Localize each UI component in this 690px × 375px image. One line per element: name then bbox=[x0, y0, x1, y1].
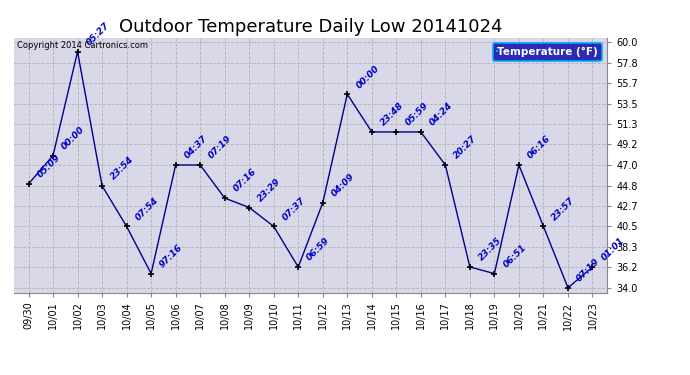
Text: 04:09: 04:09 bbox=[330, 172, 356, 199]
Text: 00:00: 00:00 bbox=[60, 125, 86, 152]
Text: 07:37: 07:37 bbox=[281, 196, 307, 222]
Text: 00:00: 00:00 bbox=[354, 63, 381, 90]
Text: 01:01: 01:01 bbox=[600, 236, 626, 263]
Text: 97:16: 97:16 bbox=[158, 243, 185, 270]
Legend: Temperature (°F): Temperature (°F) bbox=[493, 43, 602, 61]
Text: 05:59: 05:59 bbox=[403, 101, 430, 128]
Text: 04:37: 04:37 bbox=[183, 134, 209, 161]
Text: 06:51: 06:51 bbox=[502, 243, 528, 270]
Text: 07:16: 07:16 bbox=[232, 167, 258, 194]
Text: 07:19: 07:19 bbox=[575, 257, 602, 284]
Text: 23:57: 23:57 bbox=[551, 196, 577, 222]
Text: 07:19: 07:19 bbox=[207, 134, 234, 161]
Text: 20:27: 20:27 bbox=[453, 134, 479, 161]
Text: 04:24: 04:24 bbox=[428, 101, 455, 128]
Title: Outdoor Temperature Daily Low 20141024: Outdoor Temperature Daily Low 20141024 bbox=[119, 18, 502, 36]
Text: 06:59: 06:59 bbox=[305, 236, 332, 263]
Text: 23:48: 23:48 bbox=[379, 101, 405, 128]
Text: 06:16: 06:16 bbox=[526, 134, 553, 161]
Text: 05:09: 05:09 bbox=[35, 153, 62, 180]
Text: 05:27: 05:27 bbox=[84, 21, 111, 48]
Text: 07:54: 07:54 bbox=[134, 196, 160, 222]
Text: 23:29: 23:29 bbox=[256, 177, 283, 203]
Text: 23:54: 23:54 bbox=[109, 155, 136, 182]
Text: Copyright 2014 Cartronics.com: Copyright 2014 Cartronics.com bbox=[17, 41, 148, 50]
Text: 23:35: 23:35 bbox=[477, 236, 504, 263]
